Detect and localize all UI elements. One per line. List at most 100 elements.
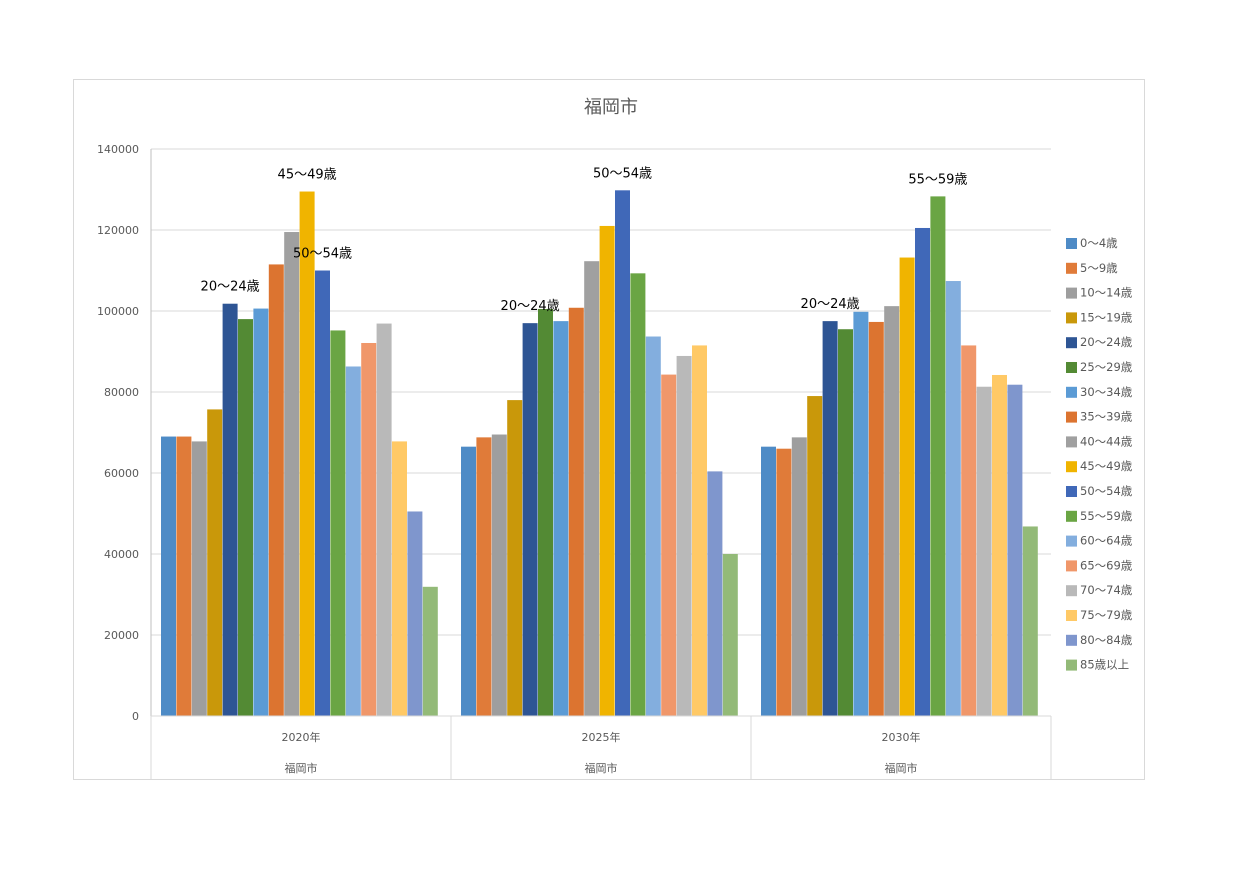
legend-label: 30～34歳 <box>1080 385 1133 399</box>
bar <box>791 437 807 716</box>
bar <box>722 554 738 716</box>
x-category-label: 2020年 <box>282 730 321 744</box>
legend-label: 65～69歳 <box>1080 558 1133 572</box>
bar <box>692 345 707 716</box>
legend-label: 35～39歳 <box>1080 410 1133 424</box>
bar <box>207 409 223 716</box>
legend-label: 80～84歳 <box>1080 633 1133 647</box>
bar <box>461 446 476 716</box>
legend-swatch <box>1066 659 1077 671</box>
legend-swatch <box>1066 411 1077 423</box>
bar <box>945 281 961 716</box>
bar <box>407 511 423 716</box>
bar <box>645 336 661 716</box>
bar <box>776 448 792 716</box>
bar <box>176 436 192 716</box>
legend-swatch <box>1066 610 1077 621</box>
legend-label: 50～54歳 <box>1080 484 1133 498</box>
x-group-label: 福岡市 <box>585 761 618 775</box>
legend-label: 15～19歳 <box>1080 310 1133 324</box>
legend-swatch <box>1066 312 1077 324</box>
legend-swatch <box>1066 560 1077 572</box>
y-tick-label: 0 <box>132 710 139 723</box>
bar <box>853 311 869 716</box>
legend-swatch <box>1066 386 1077 398</box>
bar <box>822 321 838 716</box>
bar <box>630 273 646 716</box>
legend-label: 55～59歳 <box>1080 509 1133 523</box>
bar <box>899 257 915 716</box>
bar <box>868 321 884 716</box>
bar <box>299 191 315 716</box>
y-tick-label: 120000 <box>97 224 139 237</box>
legend-label: 45～49歳 <box>1080 459 1133 473</box>
bar <box>422 586 438 716</box>
x-group-label: 福岡市 <box>885 761 918 775</box>
bar <box>838 329 853 716</box>
bars <box>161 190 1038 716</box>
bar <box>330 330 346 716</box>
legend-label: 85歳以上 <box>1080 658 1129 672</box>
bar <box>676 355 692 716</box>
bar <box>507 400 523 716</box>
bar <box>961 345 977 716</box>
bar <box>253 308 269 716</box>
legend-label: 40～44歳 <box>1080 434 1133 448</box>
bar <box>345 366 361 716</box>
legend-label: 10～14歳 <box>1080 286 1133 300</box>
annotation-label: 20～24歳 <box>201 280 260 295</box>
legend-label: 60～64歳 <box>1080 534 1133 548</box>
legend-swatch <box>1066 535 1077 547</box>
bar <box>992 374 1007 716</box>
annotations: 20～24歳 45～49歳 50～54歳 20～24歳 50～54歳 20～24歳 55～5… <box>201 166 968 314</box>
bar <box>930 196 946 716</box>
legend-swatch <box>1066 362 1077 373</box>
annotation-label: 45～49歳 <box>278 168 337 183</box>
legend-label: 0～4歳 <box>1080 236 1118 250</box>
legend-swatch <box>1066 634 1077 646</box>
bar <box>568 307 584 716</box>
bar <box>976 386 992 716</box>
y-tick-label: 100000 <box>97 305 139 318</box>
bar <box>161 436 176 716</box>
annotation-label: 20～24歳 <box>801 297 860 312</box>
bar <box>315 270 330 716</box>
annotation-label: 50～54歳 <box>593 166 652 181</box>
bar <box>222 303 238 716</box>
bar <box>284 232 300 716</box>
annotation-label: 50～54歳 <box>293 247 352 262</box>
legend-swatch <box>1066 287 1077 299</box>
y-axis: 0 20000 40000 60000 80000 100000 120000 140000 <box>97 143 152 723</box>
legend-label: 70～74歳 <box>1080 583 1133 597</box>
bar <box>884 306 900 716</box>
legend: 0～4歳 5～9歳 10～14歳 15～19歳 20～24歳 25～29歳 30～34歳 35… <box>1066 236 1133 672</box>
annotation-label: 55～59歳 <box>908 172 967 187</box>
legend-swatch <box>1066 486 1077 497</box>
y-tick-label: 80000 <box>104 386 139 399</box>
bar <box>761 446 776 716</box>
legend-swatch <box>1066 436 1077 448</box>
legend-swatch <box>1066 585 1077 597</box>
y-tick-label: 140000 <box>97 143 139 156</box>
legend-swatch <box>1066 337 1077 349</box>
legend-label: 25～29歳 <box>1080 360 1133 374</box>
chart-title: 福岡市 <box>584 97 638 118</box>
annotation-label: 20～24歳 <box>501 299 560 314</box>
bar <box>522 323 538 716</box>
bar <box>361 342 377 716</box>
bar <box>1007 384 1023 716</box>
bar <box>615 190 630 716</box>
bar <box>476 437 492 716</box>
y-tick-label: 60000 <box>104 467 139 480</box>
bar <box>707 471 723 716</box>
bar <box>491 434 507 716</box>
legend-swatch <box>1066 510 1077 522</box>
legend-swatch <box>1066 262 1077 274</box>
bar <box>268 264 284 716</box>
x-category-label: 2030年 <box>882 730 921 744</box>
bar <box>599 225 615 716</box>
bar <box>538 308 553 716</box>
legend-swatch <box>1066 238 1077 249</box>
bar <box>392 441 407 716</box>
bar <box>191 441 207 716</box>
